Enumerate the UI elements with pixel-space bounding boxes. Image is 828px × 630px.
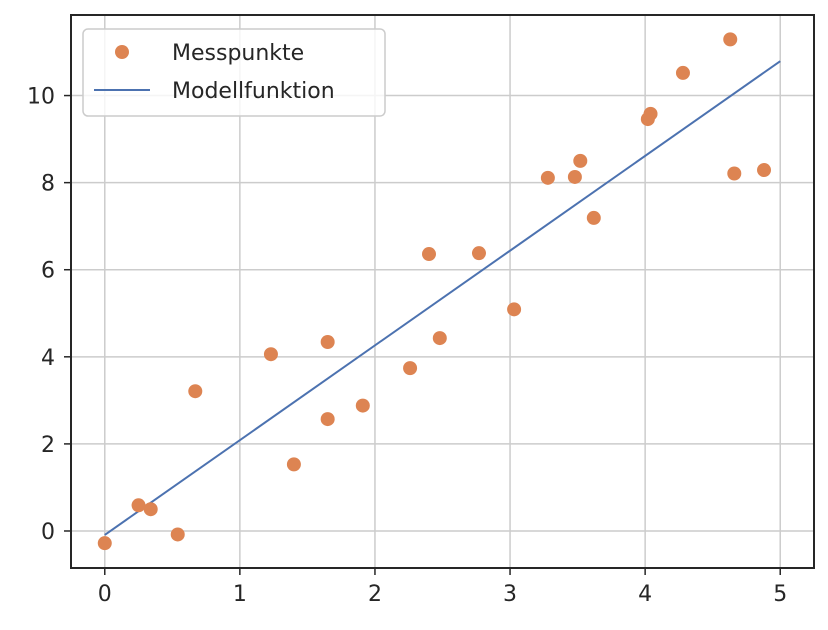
x-tick-label: 3: [503, 582, 517, 607]
y-tick-label: 8: [41, 172, 55, 197]
data-point: [320, 412, 335, 427]
legend-marker-messpunkte: [115, 45, 129, 59]
data-point: [170, 527, 185, 542]
plot-frame: [70, 14, 815, 569]
data-point: [471, 246, 486, 261]
data-point: [727, 166, 742, 181]
data-point: [97, 536, 112, 551]
data-point: [421, 247, 436, 262]
y-tick-label: 2: [41, 433, 55, 458]
data-point: [507, 302, 522, 317]
x-tick-label: 4: [638, 582, 652, 607]
data-point: [263, 347, 278, 362]
y-tick-label: 10: [27, 85, 55, 110]
data-point: [403, 361, 418, 376]
data-point: [320, 335, 335, 350]
legend-label-modellfunktion: Modellfunktion: [172, 79, 335, 104]
data-point: [573, 153, 588, 168]
data-point: [540, 170, 555, 185]
y-tick-label: 4: [41, 346, 55, 371]
data-point: [643, 106, 658, 121]
model-function-line: [104, 60, 781, 536]
y-axis: 0 2 4 6 8 10: [27, 85, 71, 545]
y-tick-label: 6: [41, 259, 55, 284]
data-point: [675, 65, 690, 80]
data-point: [567, 169, 582, 184]
x-tick-label: 1: [233, 582, 247, 607]
x-tick-label: 2: [368, 582, 382, 607]
data-point: [131, 498, 146, 513]
x-axis: 0 1 2 3 4 5: [98, 568, 787, 607]
data-point: [723, 32, 738, 47]
data-point: [286, 457, 301, 472]
x-tick-label: 5: [773, 582, 787, 607]
x-tick-label: 0: [98, 582, 112, 607]
legend-label-messpunkte: Messpunkte: [172, 41, 304, 66]
legend-box: [82, 28, 386, 117]
data-point: [188, 384, 203, 399]
points-layer: [97, 32, 772, 551]
model-line-layer: [104, 60, 781, 536]
data-point: [143, 502, 158, 517]
data-point: [432, 331, 447, 346]
data-point: [586, 210, 601, 225]
y-tick-label: 0: [41, 520, 55, 545]
data-point: [757, 163, 772, 178]
data-point: [355, 398, 370, 413]
legend: Messpunkte Modellfunktion: [82, 28, 386, 117]
